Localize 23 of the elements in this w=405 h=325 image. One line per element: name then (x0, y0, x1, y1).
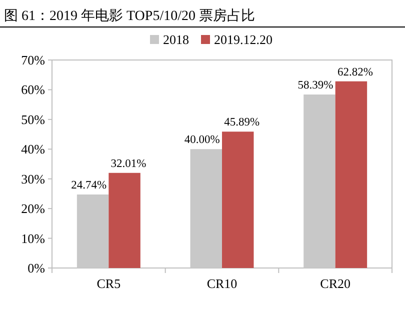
x-tick-label: CR5 (96, 276, 121, 291)
bar (335, 81, 368, 268)
legend-label: 2018 (163, 32, 189, 47)
chart-title: 图 61：2019 年电影 TOP5/10/20 票房占比 (4, 8, 255, 24)
data-label: 32.01% (110, 158, 147, 170)
legend-label: 2019.12.20 (214, 32, 272, 47)
x-tick-label: CR20 (320, 276, 351, 291)
bar (108, 172, 140, 268)
x-tick-label: CR10 (206, 276, 238, 291)
data-label: 58.39% (298, 80, 334, 92)
bar (222, 132, 254, 268)
y-tick-label: 20% (21, 201, 46, 216)
data-label: 24.74% (71, 179, 107, 192)
y-tick-label: 50% (21, 112, 46, 127)
y-tick-label: 40% (21, 142, 46, 157)
y-tick-label: 10% (21, 230, 46, 246)
y-tick-label: 60% (21, 82, 46, 98)
y-tick-label: 70% (21, 52, 46, 68)
data-label: 45.89% (224, 116, 260, 129)
data-label: 62.82% (337, 66, 374, 78)
y-tick-label: 30% (21, 171, 46, 186)
data-label: 40.00% (184, 134, 220, 146)
y-tick-label: 0% (28, 260, 46, 276)
